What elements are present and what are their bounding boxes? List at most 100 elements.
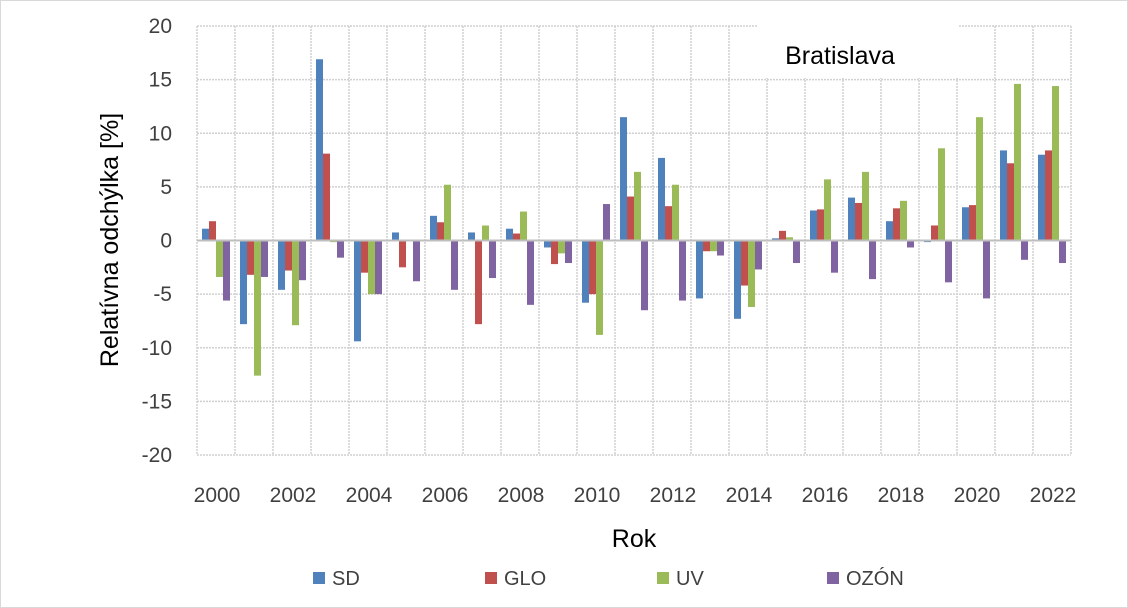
bar-glo-2020 [969, 205, 976, 241]
bar-glo-2022 [1045, 150, 1052, 241]
bar-uv-2022 [1052, 86, 1059, 241]
bar-glo-2015 [779, 230, 786, 241]
bar-uv-2020 [976, 117, 983, 241]
bar-ozón-2020 [983, 240, 990, 299]
bar-uv-2009 [558, 240, 565, 254]
legend-swatch-sd [313, 572, 325, 584]
bar-glo-2013 [703, 240, 710, 252]
bar-sd-2006 [430, 215, 437, 241]
x-tick-label: 2000 [194, 484, 241, 507]
bar-sd-2020 [962, 207, 969, 241]
bar-ozón-2012 [679, 240, 686, 301]
bar-glo-2010 [589, 240, 596, 295]
bar-sd-2010 [582, 240, 589, 303]
bar-ozón-2013 [717, 240, 724, 256]
bar-ozón-2008 [527, 240, 534, 305]
bar-glo-2000 [209, 221, 216, 241]
bar-sd-2012 [658, 157, 665, 241]
bar-sd-2003 [316, 59, 323, 241]
y-tick-label: 15 [149, 69, 172, 92]
bar-glo-2014 [741, 240, 748, 286]
bar-glo-2006 [437, 222, 444, 241]
bar-glo-2016 [817, 209, 824, 241]
bar-ozón-2021 [1021, 240, 1028, 260]
x-tick-label: 2006 [422, 484, 469, 507]
bar-sd-2014 [734, 240, 741, 319]
y-tick-label: 5 [160, 176, 172, 199]
legend-swatch-uv [657, 572, 669, 584]
x-tick-label: 2020 [954, 484, 1001, 507]
y-tick-label: 0 [160, 230, 172, 253]
bar-sd-2022 [1038, 154, 1045, 241]
bar-glo-2011 [627, 196, 634, 241]
bar-ozón-2009 [565, 240, 572, 264]
x-tick-label: 2022 [1030, 484, 1077, 507]
bar-uv-2004 [368, 240, 375, 295]
bar-uv-2015 [786, 237, 793, 241]
x-tick-label: 2004 [346, 484, 393, 507]
bar-uv-2010 [596, 240, 603, 335]
bar-uv-2008 [520, 211, 527, 241]
bar-sd-2018 [886, 221, 893, 241]
y-tick-label: 10 [149, 122, 172, 145]
y-tick-label: -15 [142, 390, 172, 413]
y-tick-label: -20 [142, 444, 172, 467]
bar-ozón-2018 [907, 240, 914, 248]
bar-ozón-2019 [945, 240, 952, 283]
bar-glo-2004 [361, 240, 368, 273]
legend-label: UV [676, 568, 704, 590]
bar-ozón-2017 [869, 240, 876, 280]
bar-sd-2015 [772, 238, 779, 241]
bar-glo-2007 [475, 240, 482, 325]
bar-ozón-2007 [489, 240, 496, 279]
bar-ozón-2022 [1059, 240, 1066, 264]
bar-uv-2017 [862, 171, 869, 241]
bar-sd-2017 [848, 197, 855, 241]
bar-glo-2005 [399, 240, 406, 268]
bar-uv-2019 [938, 148, 945, 241]
bar-glo-2008 [513, 233, 520, 241]
x-tick-label: 2002 [270, 484, 317, 507]
bar-uv-2007 [482, 225, 489, 241]
legend-swatch-glo [485, 572, 497, 584]
bar-ozón-2015 [793, 240, 800, 264]
bar-uv-2021 [1014, 83, 1021, 241]
legend-label: GLO [504, 568, 546, 590]
bar-glo-2009 [551, 240, 558, 265]
bar-ozón-2002 [299, 240, 306, 281]
bar-ozón-2006 [451, 240, 458, 290]
bar-ozón-2005 [413, 240, 420, 282]
x-tick-label: 2018 [878, 484, 925, 507]
bar-sd-2007 [468, 232, 475, 241]
bar-sd-2002 [278, 240, 285, 290]
bar-uv-2014 [748, 240, 755, 307]
bar-uv-2012 [672, 184, 679, 241]
bar-uv-2001 [254, 240, 261, 376]
bar-uv-2006 [444, 184, 451, 241]
bar-uv-2016 [824, 179, 831, 241]
bar-ozón-2003 [337, 240, 344, 258]
bar-sd-2016 [810, 210, 817, 241]
bar-sd-2013 [696, 240, 703, 299]
bar-sd-2008 [506, 228, 513, 241]
legend: SD GLO UV OZÓN [313, 567, 904, 590]
y-tick-label: -5 [153, 283, 172, 306]
bar-sd-2000 [202, 228, 209, 241]
bar-glo-2021 [1007, 163, 1014, 241]
title-background [758, 24, 958, 78]
bar-uv-2002 [292, 240, 299, 326]
bars [202, 59, 1066, 376]
x-tick-label: 2012 [650, 484, 697, 507]
bar-sd-2005 [392, 232, 399, 241]
bar-sd-2009 [544, 240, 551, 248]
x-axis-title: Rok [612, 525, 657, 553]
y-tick-label: 20 [149, 15, 172, 38]
x-tick-label: 2016 [802, 484, 849, 507]
x-tick-label: 2008 [498, 484, 545, 507]
bar-ozón-2001 [261, 240, 268, 277]
y-tick-labels: -20 -15 -10 -5 0 5 10 15 20 [142, 15, 172, 467]
x-tick-label: 2014 [726, 484, 773, 507]
legend-label: OZÓN [846, 567, 904, 590]
